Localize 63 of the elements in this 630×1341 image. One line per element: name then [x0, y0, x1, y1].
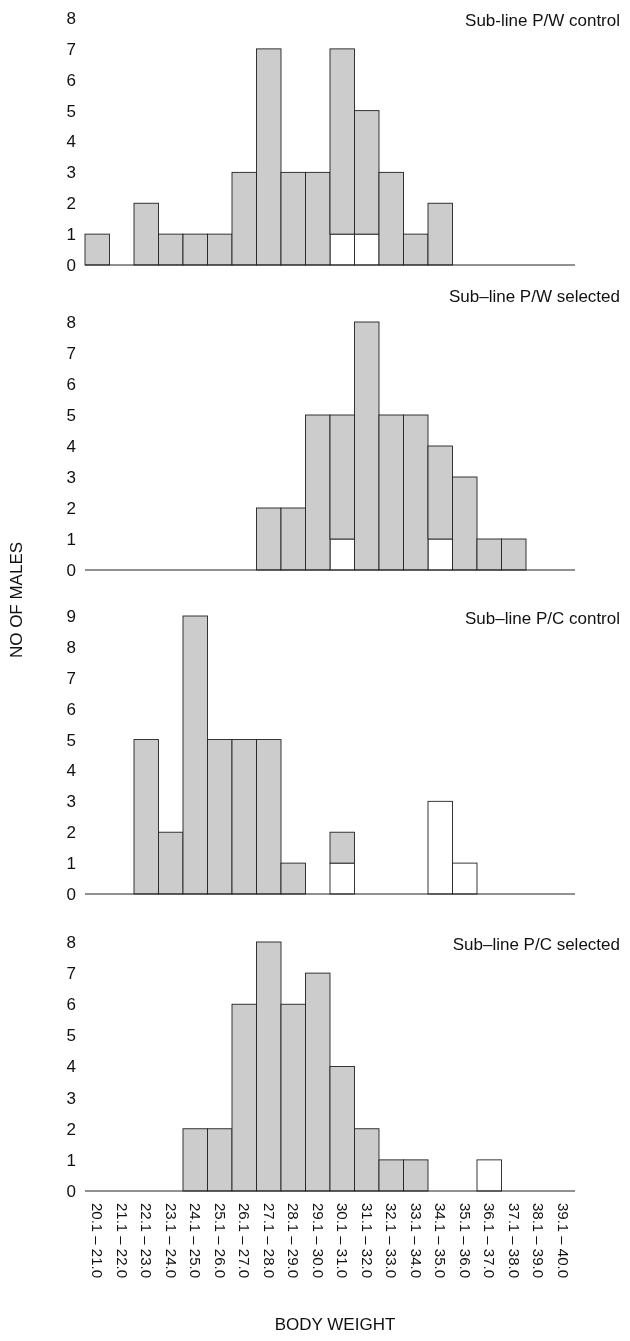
y-tick-label: 8: [66, 312, 76, 332]
x-tick-label: 35.1 – 36.0: [456, 1203, 474, 1279]
y-tick-label: 7: [66, 668, 76, 688]
y-tick-label: 2: [66, 823, 76, 843]
chart-title: Sub–line P/C selected: [452, 935, 620, 954]
y-tick-label: 0: [66, 1181, 76, 1201]
x-tick-label: 26.1 – 27.0: [236, 1203, 253, 1279]
y-tick-label: 8: [66, 637, 76, 657]
y-tick-label: 0: [66, 255, 76, 275]
y-tick-label: 2: [66, 1119, 76, 1139]
x-tick-label: 39.1 – 40.0: [554, 1203, 572, 1279]
x-tick-label: 31.1 – 32.0: [358, 1203, 376, 1279]
x-tick-label: 22.1 – 23.0: [138, 1203, 155, 1279]
y-tick-label: 0: [66, 884, 76, 904]
x-tick-label: 37.1 – 38.0: [505, 1203, 523, 1279]
y-tick-label: 8: [66, 8, 76, 28]
chart-title: Sub–line P/C control: [465, 609, 620, 628]
y-tick-label: 5: [66, 101, 76, 121]
y-tick-label: 6: [66, 995, 76, 1015]
x-tick-label: 33.1 – 34.0: [407, 1203, 425, 1279]
x-tick-label: 24.1 – 25.0: [187, 1203, 204, 1279]
x-tick-label: 34.1 – 35.0: [432, 1203, 449, 1279]
x-tick-label: 28.1 – 29.0: [285, 1203, 302, 1279]
x-tick-label: 30.1 – 31.0: [334, 1203, 351, 1279]
chart-title: Sub–line P/W selected: [448, 287, 620, 306]
x-tick-label: 32.1 – 33.0: [383, 1203, 400, 1279]
y-tick-label: 6: [66, 70, 76, 90]
y-tick-label: 0: [66, 560, 76, 580]
y-tick-label: 5: [66, 730, 76, 750]
y-tick-label: 4: [66, 436, 76, 456]
y-tick-label: 2: [66, 194, 76, 214]
y-tick-label: 1: [66, 854, 76, 874]
y-tick-label: 3: [66, 467, 76, 487]
y-tick-label: 4: [66, 761, 76, 781]
x-tick-label: 27.1 – 28.0: [260, 1203, 278, 1279]
y-tick-label: 6: [66, 699, 76, 719]
y-tick-label: 7: [66, 343, 76, 363]
y-tick-label: 5: [66, 1026, 76, 1046]
y-tick-label: 7: [66, 39, 76, 59]
y-tick-label: 8: [66, 932, 76, 952]
x-tick-label: 25.1 – 26.0: [211, 1203, 229, 1279]
y-tick-label: 3: [66, 792, 76, 812]
x-tick-label: 29.1 – 30.0: [309, 1203, 327, 1279]
x-axis-title: BODY WEIGHT: [274, 1315, 396, 1334]
y-tick-label: 9: [66, 606, 76, 626]
x-tick-label: 20.1 – 21.0: [89, 1203, 106, 1279]
y-tick-label: 1: [66, 529, 76, 549]
y-tick-label: 1: [66, 1150, 76, 1170]
y-tick-label: 2: [66, 498, 76, 518]
x-tick-label: 38.1 – 39.0: [530, 1203, 547, 1279]
x-tick-label: 21.1 – 22.0: [113, 1203, 131, 1279]
y-tick-label: 5: [66, 405, 76, 425]
y-tick-label: 3: [66, 1088, 76, 1108]
y-tick-label: 4: [66, 132, 76, 152]
y-tick-label: 6: [66, 374, 76, 394]
y-tick-label: 7: [66, 964, 76, 984]
x-tick-label: 36.1 – 37.0: [481, 1203, 498, 1279]
y-axis-title: NO OF MALES: [7, 541, 26, 659]
y-tick-label: 3: [66, 163, 76, 183]
y-tick-label: 1: [66, 225, 76, 245]
x-tick-label: 23.1 – 24.0: [162, 1203, 180, 1279]
y-tick-label: 4: [66, 1057, 76, 1077]
chart-title: Sub-line P/W control: [465, 11, 620, 30]
